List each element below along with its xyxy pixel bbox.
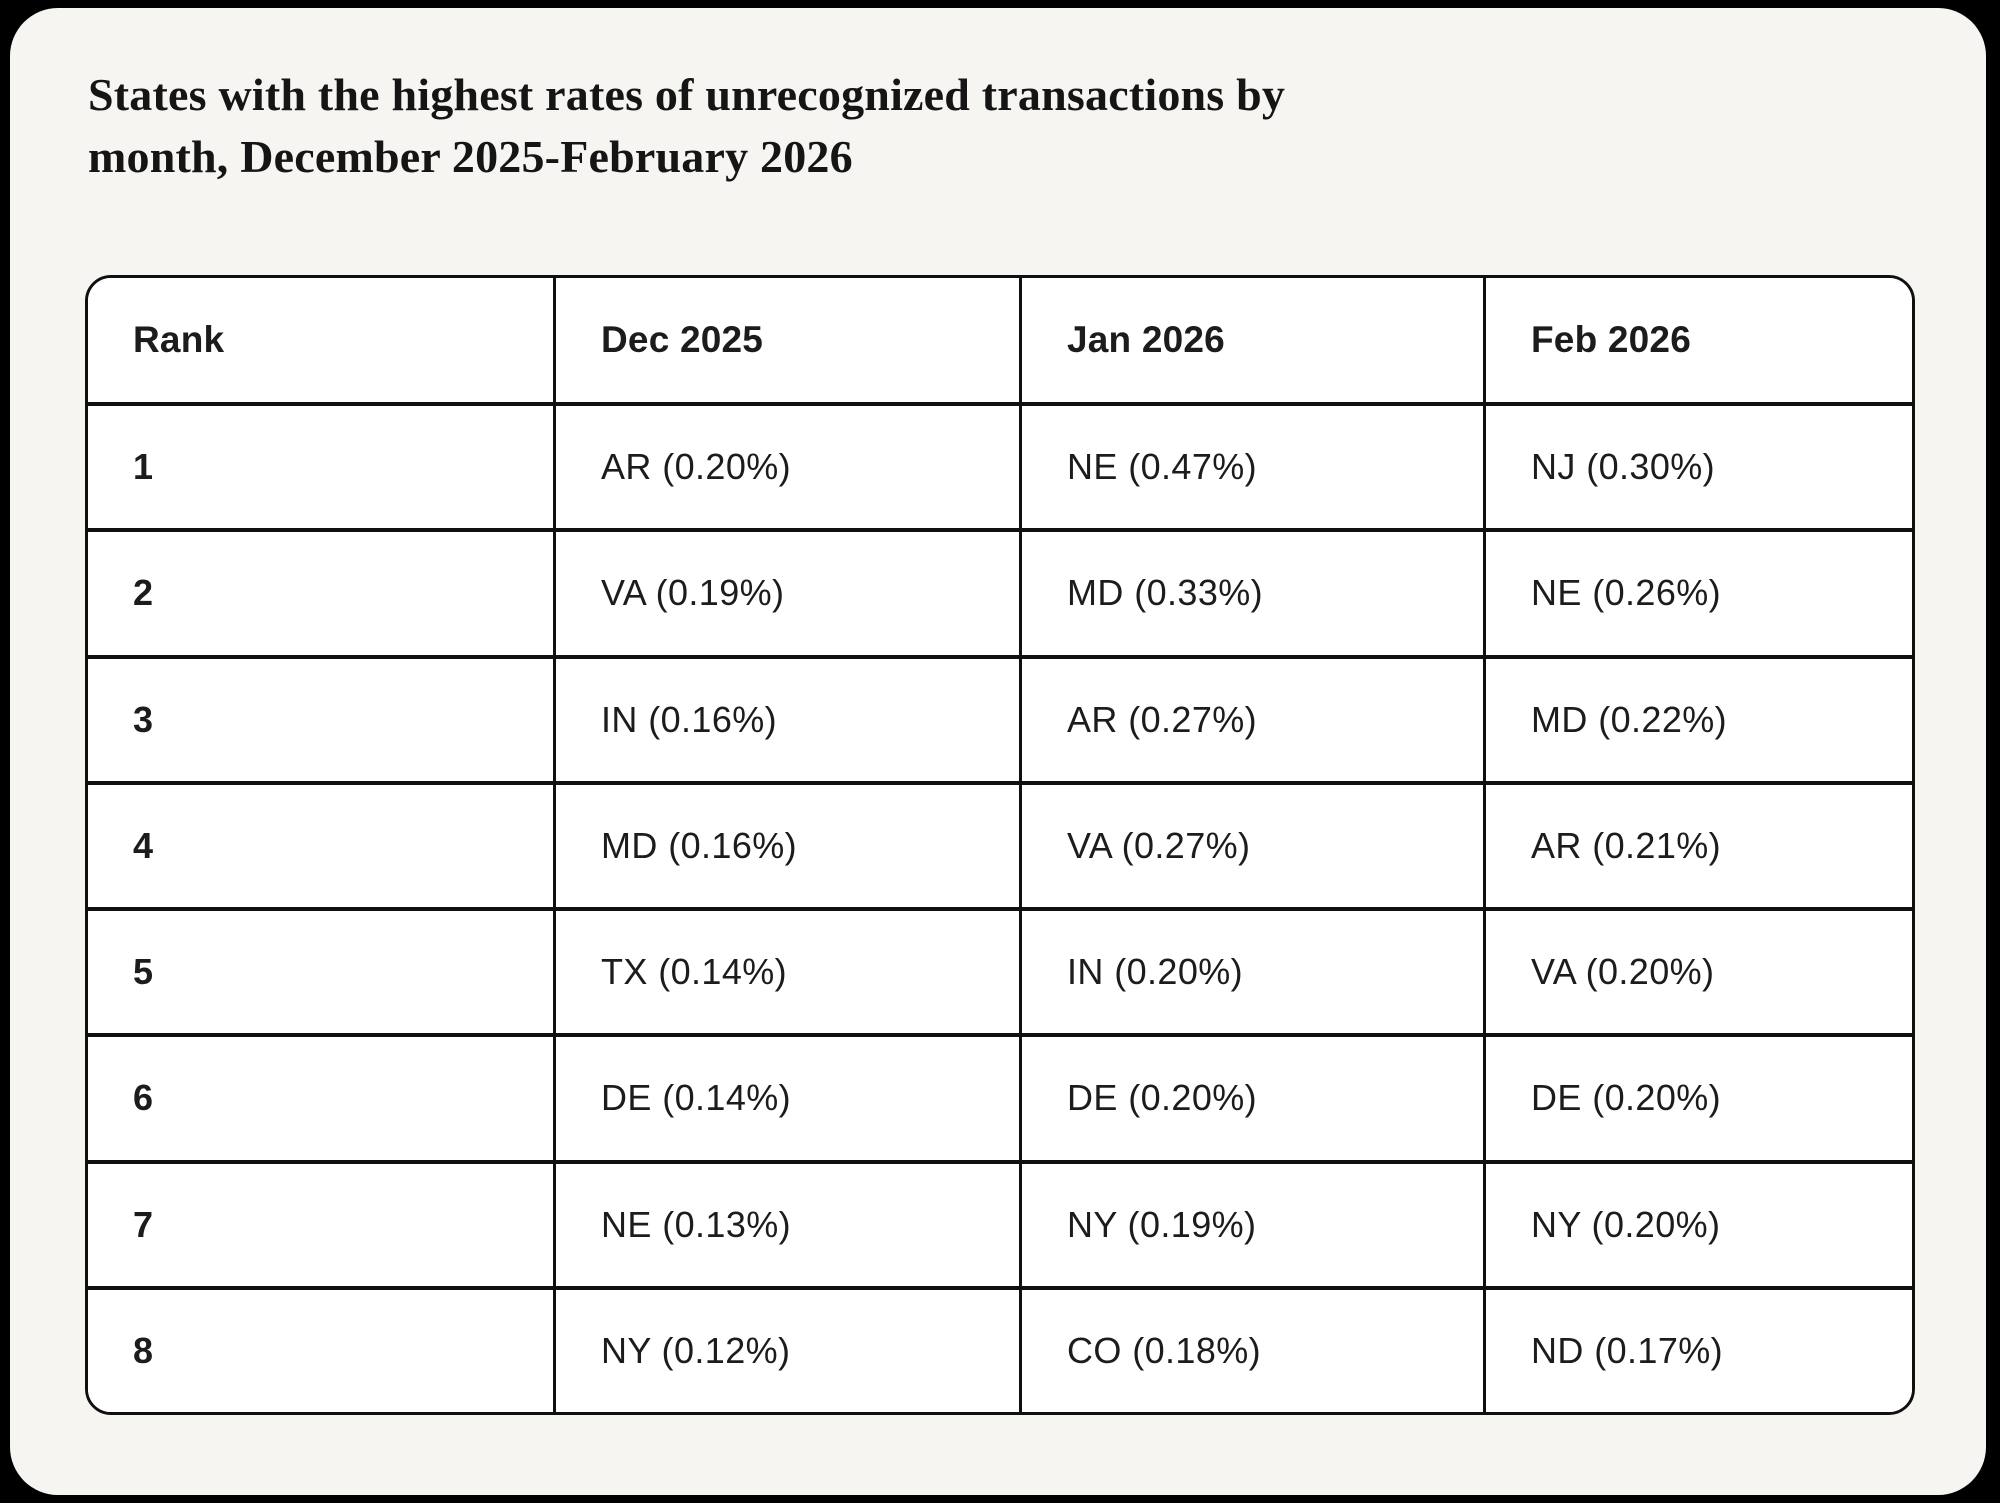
value-cell-row6-dec: DE (0.14%) [553, 1033, 1019, 1160]
value-cell-row3-dec: IN (0.16%) [553, 654, 1019, 781]
rank-cell-row1: 1 [88, 402, 553, 529]
value-cell-row8-jan: CO (0.18%) [1019, 1285, 1483, 1412]
value-cell-row3-feb: MD (0.22%) [1483, 654, 1912, 781]
value-cell-row4-feb: AR (0.21%) [1483, 780, 1912, 907]
value-cell-row4-dec: MD (0.16%) [553, 780, 1019, 907]
rank-cell-row4: 4 [88, 780, 553, 907]
value-cell-row5-jan: IN (0.20%) [1019, 907, 1483, 1034]
value-cell-row1-dec: AR (0.20%) [553, 402, 1019, 529]
rankings-table-grid: Rank Dec 2025 Jan 2026 Feb 2026 1 AR (0.… [88, 278, 1912, 1412]
header-cell-rank: Rank [88, 278, 553, 402]
value-cell-row7-feb: NY (0.20%) [1483, 1159, 1912, 1286]
value-cell-row8-dec: NY (0.12%) [553, 1285, 1019, 1412]
value-cell-row2-feb: NE (0.26%) [1483, 528, 1912, 655]
rank-cell-row8: 8 [88, 1285, 553, 1412]
value-cell-row8-feb: ND (0.17%) [1483, 1285, 1912, 1412]
value-cell-row2-dec: VA (0.19%) [553, 528, 1019, 655]
value-cell-row6-jan: DE (0.20%) [1019, 1033, 1483, 1160]
value-cell-row4-jan: VA (0.27%) [1019, 780, 1483, 907]
rank-cell-row7: 7 [88, 1159, 553, 1286]
rank-cell-row5: 5 [88, 907, 553, 1034]
value-cell-row1-feb: NJ (0.30%) [1483, 402, 1912, 529]
rankings-table: Rank Dec 2025 Jan 2026 Feb 2026 1 AR (0.… [85, 275, 1915, 1415]
rank-cell-row2: 2 [88, 528, 553, 655]
value-cell-row6-feb: DE (0.20%) [1483, 1033, 1912, 1160]
rank-cell-row3: 3 [88, 654, 553, 781]
value-cell-row5-feb: VA (0.20%) [1483, 907, 1912, 1034]
rank-cell-row6: 6 [88, 1033, 553, 1160]
header-cell-feb-2026: Feb 2026 [1483, 278, 1912, 402]
figure-title: States with the highest rates of unrecog… [88, 69, 1286, 182]
header-cell-jan-2026: Jan 2026 [1019, 278, 1483, 402]
value-cell-row1-jan: NE (0.47%) [1019, 402, 1483, 529]
header-cell-dec-2025: Dec 2025 [553, 278, 1019, 402]
value-cell-row3-jan: AR (0.27%) [1019, 654, 1483, 781]
value-cell-row7-jan: NY (0.19%) [1019, 1159, 1483, 1286]
value-cell-row5-dec: TX (0.14%) [553, 907, 1019, 1034]
value-cell-row2-jan: MD (0.33%) [1019, 528, 1483, 655]
value-cell-row7-dec: NE (0.13%) [553, 1159, 1019, 1286]
